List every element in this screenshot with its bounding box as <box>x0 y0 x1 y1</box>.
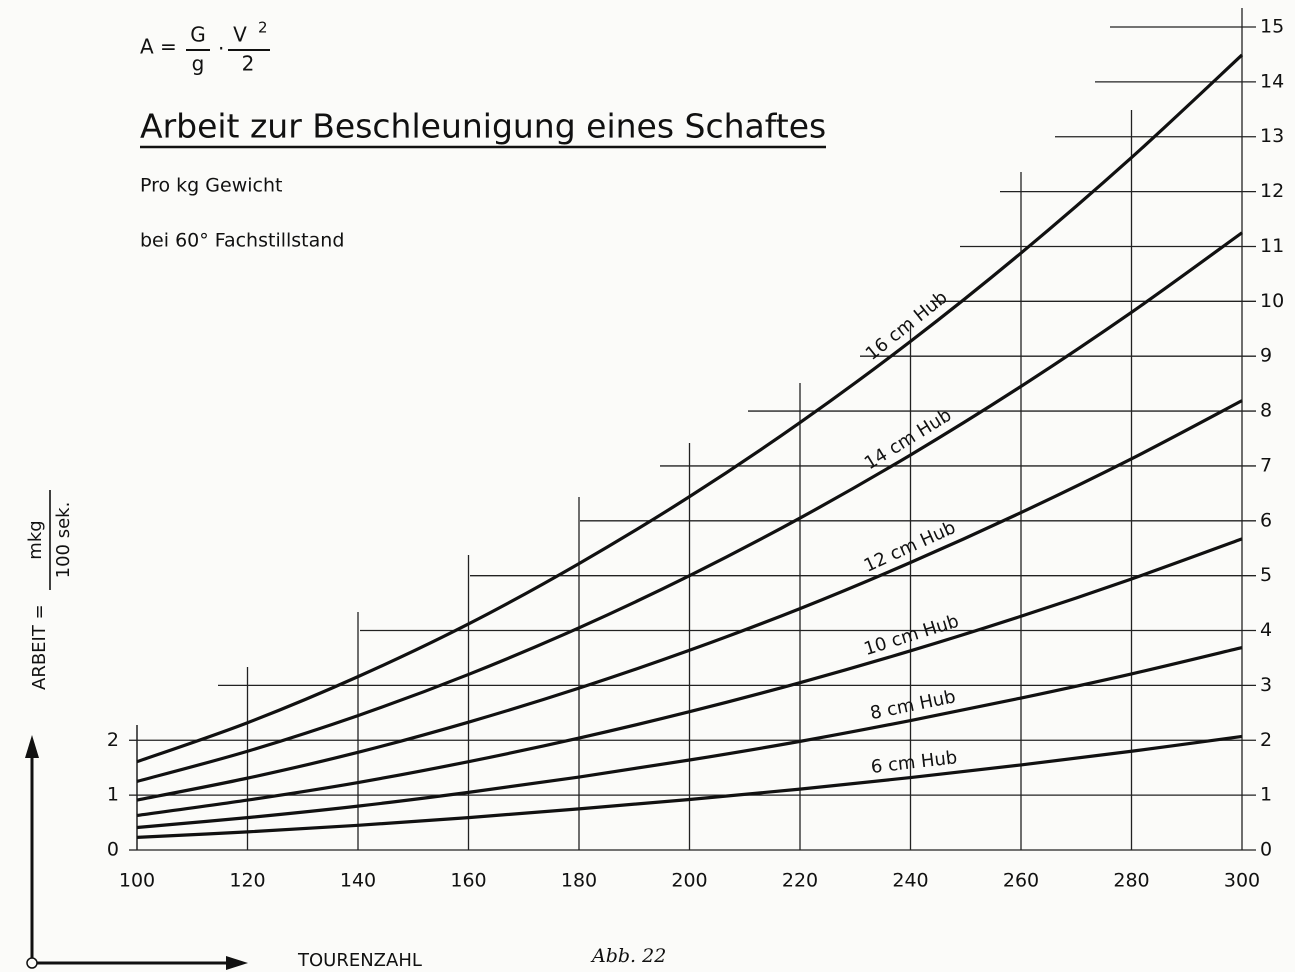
y-tick-label: 1 <box>1260 784 1272 806</box>
formula: A = G g · V 2 2 <box>140 19 270 76</box>
y-tick-label: 2 <box>1260 729 1272 751</box>
y-label-den: 100 sek. <box>53 502 74 579</box>
formula-num: G <box>190 23 206 47</box>
y-tick-label: 8 <box>1260 400 1272 422</box>
x-tick-label: 140 <box>340 870 376 892</box>
series-line <box>136 53 1244 764</box>
x-tick-label: 260 <box>1003 870 1039 892</box>
y-tick-label: 3 <box>1260 674 1272 696</box>
formula-den: g <box>192 52 205 76</box>
x-tick-label: 160 <box>450 870 486 892</box>
x-tick-label: 240 <box>892 870 928 892</box>
x-tick-label: 200 <box>671 870 707 892</box>
arrow-head <box>226 956 248 970</box>
chart-title: Arbeit zur Beschleunigung eines Schaftes <box>140 107 826 146</box>
x-tick-label: 100 <box>119 870 155 892</box>
subtitle: bei 60° Fachstillstand <box>140 230 344 252</box>
y-label-num: mkg <box>25 520 46 559</box>
formula-num: V <box>233 23 247 47</box>
y-tick-label: 9 <box>1260 345 1272 367</box>
y2-tick-label: 1 <box>107 784 119 806</box>
y2-tick-label: 0 <box>107 839 119 861</box>
x-tick-label: 180 <box>561 870 597 892</box>
y-tick-label: 0 <box>1260 839 1272 861</box>
series-line <box>136 399 1243 802</box>
x-axis-label: TOURENZAHL <box>297 950 422 971</box>
y-tick-label: 5 <box>1260 564 1272 586</box>
y-tick-label: 13 <box>1260 125 1284 147</box>
x-tick-label: 300 <box>1224 870 1260 892</box>
series-line <box>136 231 1243 783</box>
y-tick-label: 14 <box>1260 70 1284 92</box>
formula-exp: 2 <box>258 19 268 37</box>
series-label: 10 cm Hub <box>861 611 961 660</box>
subtitle: Pro kg Gewicht <box>140 175 282 197</box>
figure-label: Abb. 22 <box>590 945 666 967</box>
y-tick-label: 6 <box>1260 509 1272 531</box>
x-tick-label: 120 <box>229 870 265 892</box>
y-tick-label: 10 <box>1260 290 1284 312</box>
x-tick-label: 220 <box>782 870 818 892</box>
formula-dot: · <box>218 37 224 61</box>
y-label-text: ARBEIT = <box>29 604 50 690</box>
series-line <box>136 537 1243 818</box>
y-tick-label: 12 <box>1260 180 1284 202</box>
series-label: 14 cm Hub <box>861 405 955 475</box>
x-tick-label: 280 <box>1113 870 1149 892</box>
formula-den: 2 <box>242 52 255 76</box>
series-line <box>136 734 1243 839</box>
y-axis-label: ARBEIT = mkg 100 sek. <box>25 490 74 690</box>
y-tick-label: 11 <box>1260 235 1284 257</box>
series-label: 16 cm Hub <box>862 287 952 365</box>
arrow-head <box>25 735 39 758</box>
y-tick-label: 7 <box>1260 454 1272 476</box>
y-tick-label: 15 <box>1260 16 1284 38</box>
y-tick-label: 4 <box>1260 619 1272 641</box>
origin-circle <box>26 957 38 969</box>
direction-arrows <box>25 735 248 970</box>
formula-lhs: A = <box>140 35 177 59</box>
y2-tick-label: 2 <box>107 729 119 751</box>
series-line <box>136 645 1243 830</box>
